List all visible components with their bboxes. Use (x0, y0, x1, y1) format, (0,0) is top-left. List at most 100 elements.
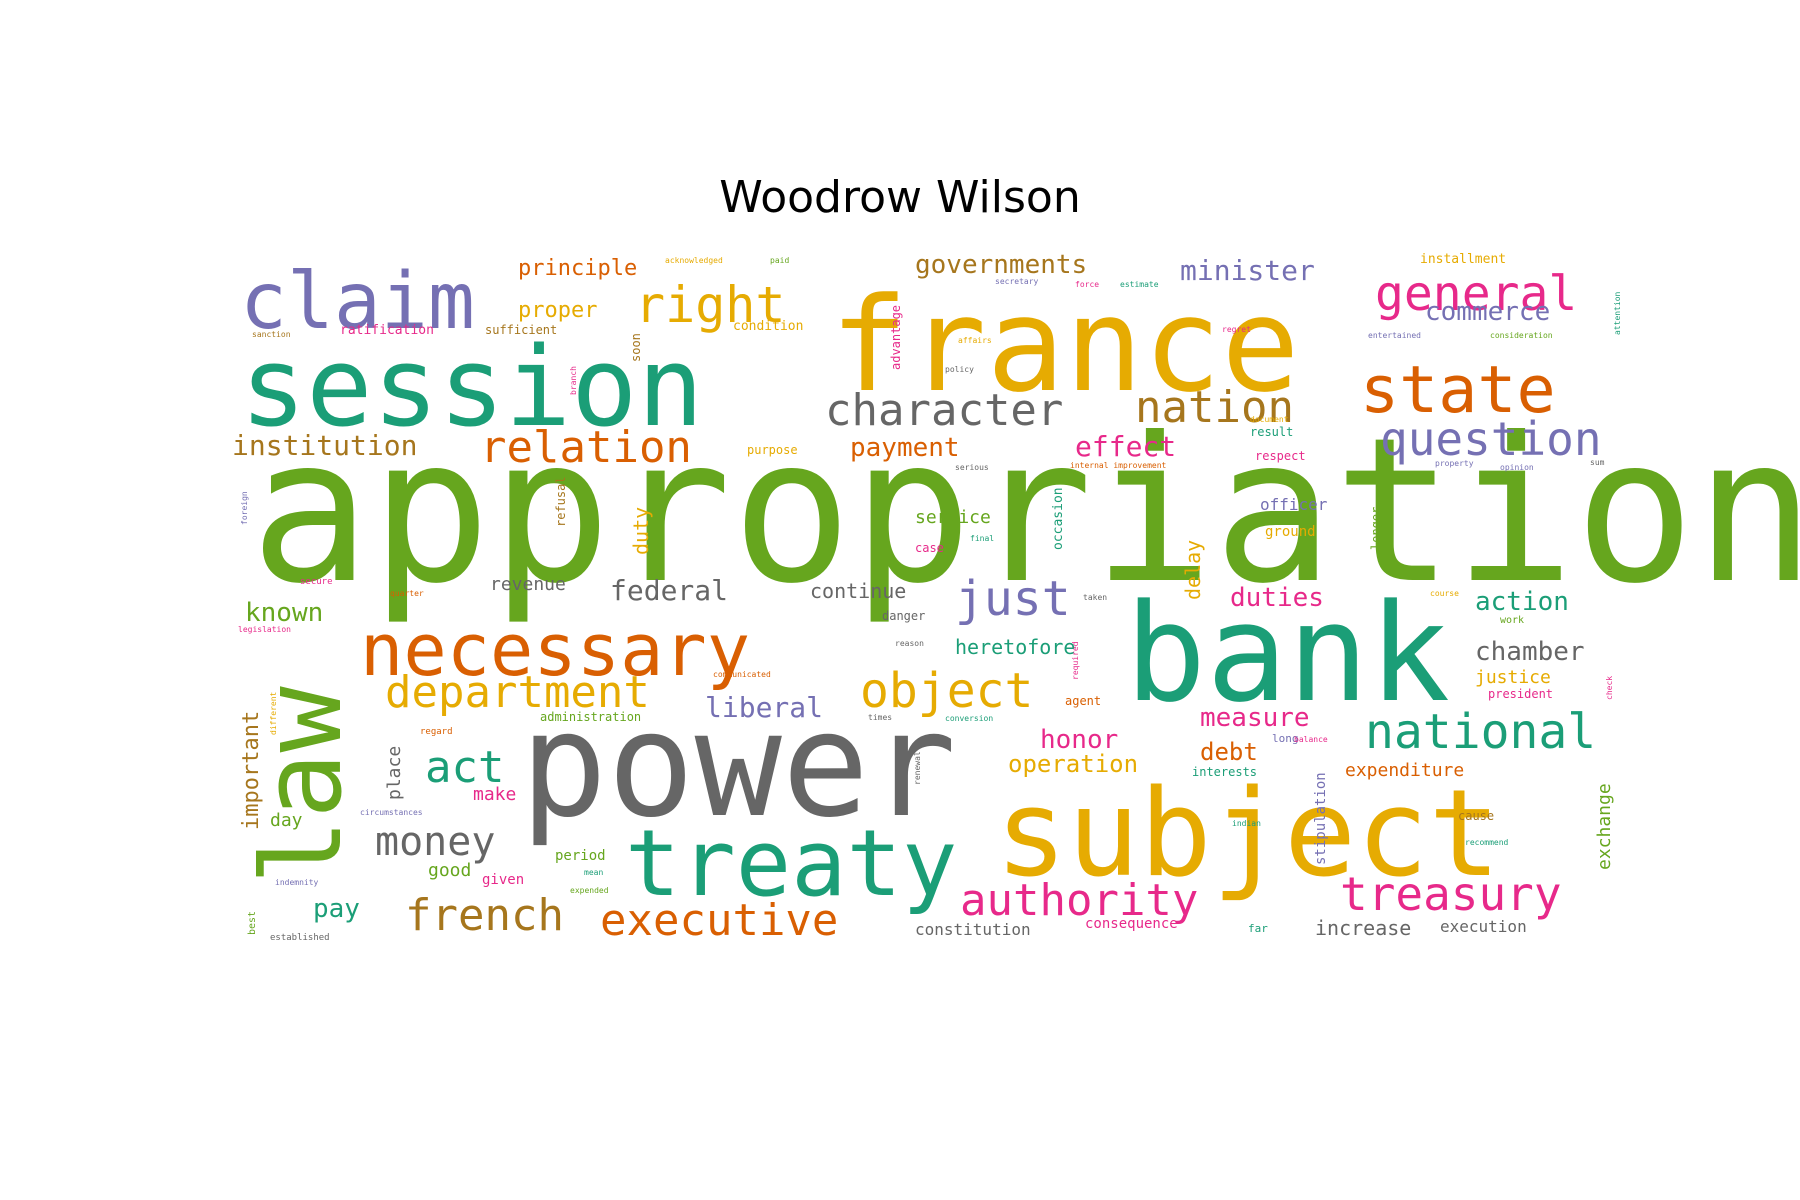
word-executive: executive (600, 895, 838, 946)
word-cause: cause (1458, 809, 1494, 823)
word-renewal: renewal (913, 751, 922, 785)
word-question: question (1380, 412, 1602, 466)
word-day: day (270, 810, 303, 831)
word-increase: increase (1315, 916, 1411, 940)
page-title: Woodrow Wilson (719, 172, 1081, 223)
word-service: service (915, 507, 991, 528)
word-continue: continue (810, 579, 906, 603)
word-subject: subject (995, 765, 1501, 904)
word-chamber: chamber (1475, 637, 1585, 667)
word-known: known (245, 598, 323, 628)
word-department: department (385, 667, 650, 718)
word-president: president (1488, 687, 1553, 701)
word-debt: debt (1200, 738, 1258, 766)
word-stipulation: stipulation (1313, 772, 1329, 865)
word-regard: regard (420, 727, 453, 737)
word-officer: officer (1260, 495, 1328, 514)
word-established: established (270, 933, 330, 943)
word-french: french (405, 890, 564, 941)
word-foreign: foreign (240, 491, 249, 525)
word-object: object (860, 663, 1033, 719)
word-advantage: advantage (889, 305, 903, 370)
word-secure: secure (300, 577, 333, 587)
word-quarter: quarter (390, 589, 424, 598)
word-longer: longer (1369, 507, 1383, 550)
word-far: far (1248, 922, 1268, 935)
word-balance: balance (1294, 735, 1328, 744)
word-estimate: estimate (1120, 280, 1159, 289)
word-respect: respect (1255, 449, 1306, 463)
word-indemnity: indemnity (275, 878, 319, 887)
word-nation: nation (1135, 382, 1294, 433)
word-revenue: revenue (490, 574, 566, 595)
word-just: just (955, 571, 1071, 627)
word-principle: principle (518, 256, 637, 281)
word-long: long (1272, 732, 1299, 745)
word-given: given (482, 872, 524, 888)
word-policy: policy (945, 365, 974, 374)
word-consideration: consideration (1490, 331, 1553, 340)
word-governments: governments (915, 250, 1087, 280)
word-period: period (555, 848, 606, 864)
word-best: best (247, 911, 258, 935)
word-refusal: refusal (554, 476, 568, 527)
word-affairs: affairs (958, 336, 992, 345)
word-necessary: necessary (360, 608, 750, 692)
word-authority: authority (960, 875, 1198, 926)
word-circumstances: circumstances (360, 808, 423, 817)
word-good: good (428, 860, 471, 881)
word-national: national (1365, 704, 1596, 760)
word-installment: installment (1420, 252, 1506, 267)
word-condition: condition (733, 319, 803, 334)
word-opinion: opinion (1500, 463, 1534, 472)
word-session: session (240, 323, 704, 451)
word-france: france (830, 269, 1300, 421)
word-character: character (825, 385, 1063, 436)
word-duties: duties (1230, 583, 1324, 613)
word-right: right (635, 276, 786, 334)
word-payment: payment (850, 433, 960, 463)
word-internal-improvement: internal improvement (1070, 461, 1167, 470)
word-course: course (1430, 589, 1459, 598)
word-reason: reason (895, 639, 924, 648)
word-justice: justice (1475, 667, 1551, 688)
word-treaty: treaty (625, 810, 957, 917)
word-taken: taken (1083, 593, 1107, 602)
word-federal: federal (610, 574, 728, 607)
word-act: act (425, 742, 504, 793)
word-check: check (1605, 676, 1614, 700)
word-make: make (473, 784, 516, 805)
word-force: force (1075, 280, 1099, 289)
word-communicated: communicated (713, 670, 771, 679)
word-duty: duty (629, 507, 653, 555)
word-operation: operation (1008, 750, 1138, 778)
word-consequence: consequence (1085, 916, 1178, 932)
word-agent: agent (1065, 694, 1101, 708)
word-interests: interests (1192, 765, 1257, 779)
word-times: times (868, 713, 892, 722)
word-general: general (1375, 266, 1577, 322)
word-serious: serious (955, 463, 989, 472)
word-entertained: entertained (1368, 331, 1421, 340)
word-indian: indian (1232, 819, 1261, 828)
word-appropriation: appropriation (250, 395, 1800, 628)
word-commerce: commerce (1425, 297, 1550, 327)
word-acknowledged: acknowledged (665, 256, 723, 265)
word-minister: minister (1180, 254, 1315, 287)
word-regret: regret (1222, 325, 1251, 334)
word-legislation: legislation (238, 625, 291, 634)
word-sum: sum (1590, 458, 1605, 467)
word-soon: soon (629, 333, 643, 362)
word-execution: execution (1440, 917, 1527, 936)
word-administration: administration (540, 710, 641, 724)
word-constitution: constitution (915, 920, 1031, 939)
word-different: different (269, 691, 278, 735)
word-delay: delay (1181, 540, 1205, 600)
word-place: place (384, 746, 405, 800)
word-sufficient: sufficient (485, 323, 557, 337)
word-property: property (1435, 459, 1474, 468)
word-branch: branch (569, 366, 578, 395)
word-claim: claim (240, 257, 475, 347)
word-purpose: purpose (747, 443, 798, 457)
